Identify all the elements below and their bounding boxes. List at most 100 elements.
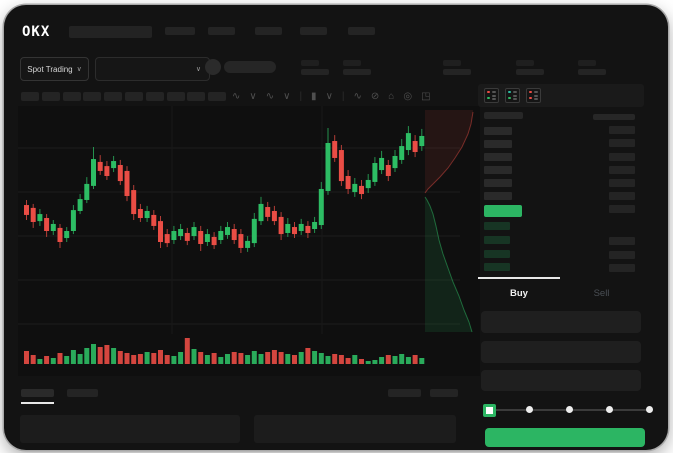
chart-timeframe-button[interactable]: [187, 92, 206, 101]
toggle-glyph: [487, 91, 490, 93]
nav-item[interactable]: [300, 27, 327, 35]
ask-price-cell[interactable]: [484, 140, 512, 148]
indicators-icon[interactable]: ∿: [232, 91, 241, 102]
chart-timeframe-button[interactable]: [62, 92, 81, 101]
nav-item[interactable]: [165, 27, 195, 35]
chevron-down-icon[interactable]: ∨: [249, 91, 257, 102]
eraser-icon[interactable]: ⊘: [370, 91, 380, 102]
chart-timeframe-button[interactable]: [125, 92, 143, 101]
nav-item[interactable]: [208, 27, 235, 35]
ask-amount-cell[interactable]: [609, 179, 635, 187]
ask-price-cell[interactable]: [484, 153, 512, 161]
chart-timeframe-button[interactable]: [83, 92, 102, 101]
book-all-icon[interactable]: [484, 88, 499, 103]
ask-price-cell[interactable]: [484, 192, 512, 200]
toggle-glyph: [508, 91, 511, 93]
ticker-stat-label: [343, 60, 361, 66]
settings-icon[interactable]: ◎: [403, 91, 413, 102]
bottom-tab-active[interactable]: [21, 389, 54, 397]
chart-timeframe-button[interactable]: [41, 92, 60, 101]
ticker-stat-label: [516, 60, 534, 66]
nav-item[interactable]: [255, 27, 282, 35]
toggle-glyph: [508, 97, 511, 99]
chart-timeframe-button[interactable]: [166, 92, 185, 101]
slider-step-dot[interactable]: [566, 406, 573, 413]
total-input[interactable]: [481, 370, 641, 391]
bid-amount-cell[interactable]: [609, 237, 635, 245]
ticker-stat-value: [301, 69, 329, 75]
app-window: OKX Spot Trading ∨ ∨ ∿ ∨ ∿ ∨ | ▮ ∨ | ∿ ⊘ ⌂ ◎ ◳: [4, 5, 668, 450]
ticker-stat-label: [578, 60, 596, 66]
bottom-panel-right: [254, 415, 456, 443]
ask-amount-cell[interactable]: [609, 205, 635, 213]
pair-name-placeholder: [224, 61, 276, 73]
ticker-stat-value: [516, 69, 544, 75]
chevron-down-icon: ∨: [195, 65, 201, 73]
line-tool-icon[interactable]: ∿: [353, 91, 362, 102]
slider-step-dot[interactable]: [646, 406, 653, 413]
tab-sell[interactable]: Sell: [593, 288, 610, 299]
bid-price-cell[interactable]: [484, 250, 510, 258]
fullscreen-icon[interactable]: ◳: [421, 91, 431, 102]
slider-step-dot[interactable]: [606, 406, 613, 413]
camera-icon[interactable]: ⌂: [388, 91, 395, 102]
candle-type-icon[interactable]: ▮: [311, 91, 317, 102]
overlay-wave-icon[interactable]: ∿: [265, 91, 275, 102]
ask-price-cell[interactable]: [484, 179, 512, 187]
ask-amount-cell[interactable]: [609, 139, 635, 147]
chart-timeframe-button[interactable]: [145, 92, 164, 101]
ticker-stat-label: [301, 60, 319, 66]
chart-timeframe-button[interactable]: [21, 92, 39, 101]
okx-logo: OKX: [22, 24, 51, 40]
bottom-bar-action[interactable]: [388, 389, 421, 397]
price-chart[interactable]: [18, 106, 480, 376]
toggle-glyph: [534, 98, 538, 100]
bottom-bar-action[interactable]: [430, 389, 458, 397]
ask-price-cell[interactable]: [484, 127, 512, 135]
toggle-glyph: [534, 91, 538, 93]
slider-step-dot[interactable]: [526, 406, 533, 413]
trading-pair-dropdown[interactable]: ∨: [95, 57, 210, 81]
nav-item[interactable]: [348, 27, 375, 35]
ticker-stat-label: [443, 60, 461, 66]
chevron-down-icon[interactable]: ∨: [325, 91, 333, 102]
ask-amount-cell[interactable]: [609, 153, 635, 161]
toggle-glyph: [529, 97, 532, 99]
toggle-glyph: [529, 91, 532, 93]
pair-coin-avatar[interactable]: [205, 59, 221, 75]
toolbar-divider: |: [341, 91, 345, 102]
bid-price-cell[interactable]: [484, 236, 510, 244]
chart-toolbar-icons: ∿ ∨ ∿ ∨ | ▮ ∨ | ∿ ⊘ ⌂ ◎ ◳: [232, 90, 431, 103]
orderbook-last-price[interactable]: [484, 205, 522, 217]
orderbook-toolbar: [478, 84, 644, 107]
bid-price-cell[interactable]: [484, 222, 510, 230]
global-search-input[interactable]: [69, 26, 152, 38]
toolbar-divider: |: [299, 91, 303, 102]
buy-submit-button[interactable]: [485, 428, 645, 447]
chart-timeframe-button[interactable]: [104, 92, 123, 101]
chevron-down-icon[interactable]: ∨: [283, 91, 291, 102]
toggle-glyph: [492, 98, 496, 100]
bid-amount-cell[interactable]: [609, 264, 635, 272]
bid-amount-cell[interactable]: [609, 251, 635, 259]
ask-amount-cell[interactable]: [609, 126, 635, 134]
price-input[interactable]: [481, 311, 641, 333]
amount-input[interactable]: [481, 341, 641, 363]
ticker-stat-value: [343, 69, 371, 75]
slider-handle-active[interactable]: [483, 404, 496, 417]
bid-price-cell[interactable]: [484, 263, 510, 271]
toggle-glyph: [534, 94, 538, 97]
book-bids-icon[interactable]: [505, 88, 520, 103]
ask-amount-cell[interactable]: [609, 166, 635, 174]
ask-amount-cell[interactable]: [609, 192, 635, 200]
bottom-tab-indicator: [21, 402, 54, 404]
toggle-glyph: [513, 91, 517, 93]
ask-price-cell[interactable]: [484, 166, 512, 174]
bottom-tab[interactable]: [67, 389, 98, 397]
book-asks-icon[interactable]: [526, 88, 541, 103]
market-type-dropdown[interactable]: Spot Trading ∨: [20, 57, 89, 81]
chart-timeframe-button[interactable]: [208, 92, 227, 101]
tab-buy[interactable]: Buy: [510, 288, 528, 299]
buy-tab-indicator: [478, 277, 560, 279]
